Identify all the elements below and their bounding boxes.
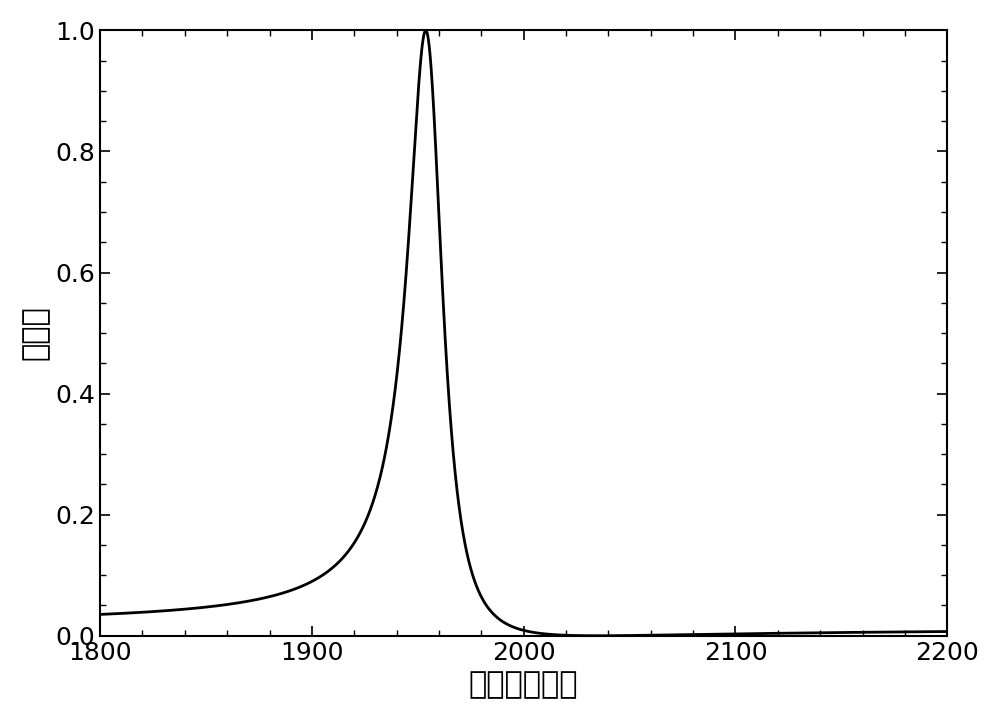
X-axis label: 波长（纳米）: 波长（纳米） xyxy=(469,670,578,699)
Y-axis label: 吸收率: 吸收率 xyxy=(21,306,50,361)
